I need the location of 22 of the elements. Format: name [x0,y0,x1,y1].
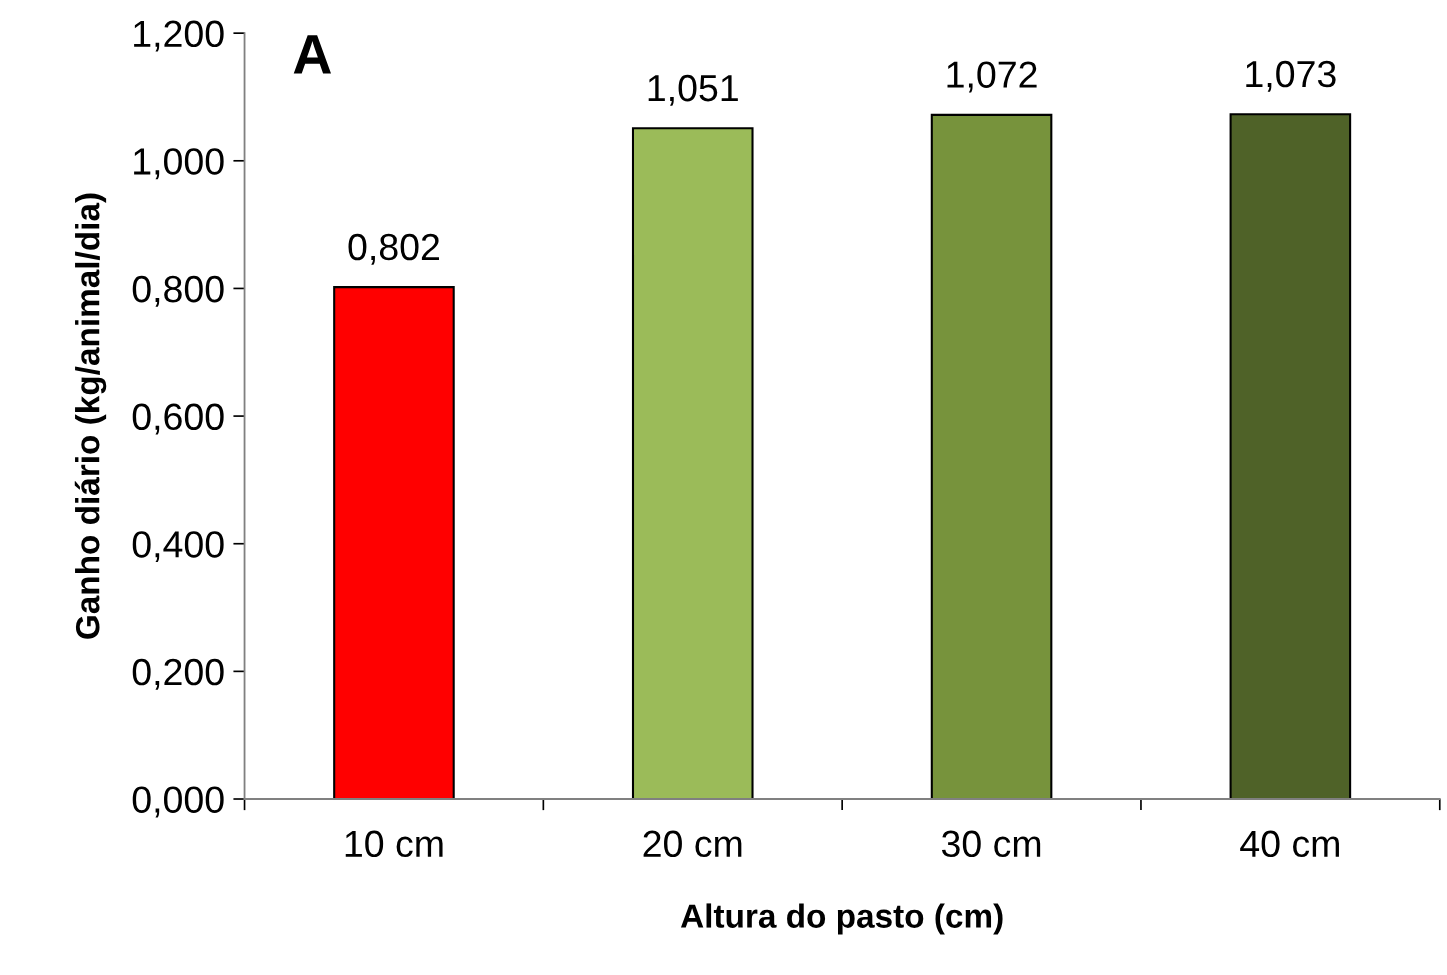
y-tick-label: 1,000 [134,148,224,180]
x-tick-label: 10 cm [345,830,443,858]
data-label: 0,802 [348,233,439,265]
x-tick-label: 20 cm [643,830,742,858]
data-label: 1,072 [947,61,1037,93]
data-label: 1,051 [648,74,738,106]
y-tick-label: 0,800 [132,275,224,307]
bar [1229,113,1352,800]
x-tick-label: 30 cm [941,830,1041,858]
chart-title: A [293,35,332,74]
x-tick-label: 40 cm [1240,830,1339,858]
y-tick-label: 0,400 [132,531,224,563]
bar [333,286,455,800]
y-tick-label: 1,200 [134,20,224,52]
y-axis-title: Ganho diário (kg/animal/dia) [74,193,107,639]
x-axis-title: Altura do pasto (cm) [680,903,1003,935]
y-tick-label: 0,200 [132,658,224,690]
y-tick-label: 0,600 [132,403,224,435]
bar [930,113,1053,800]
y-tick-label: 0,000 [132,786,224,818]
bar [631,127,754,800]
data-label: 1,073 [1246,60,1336,92]
